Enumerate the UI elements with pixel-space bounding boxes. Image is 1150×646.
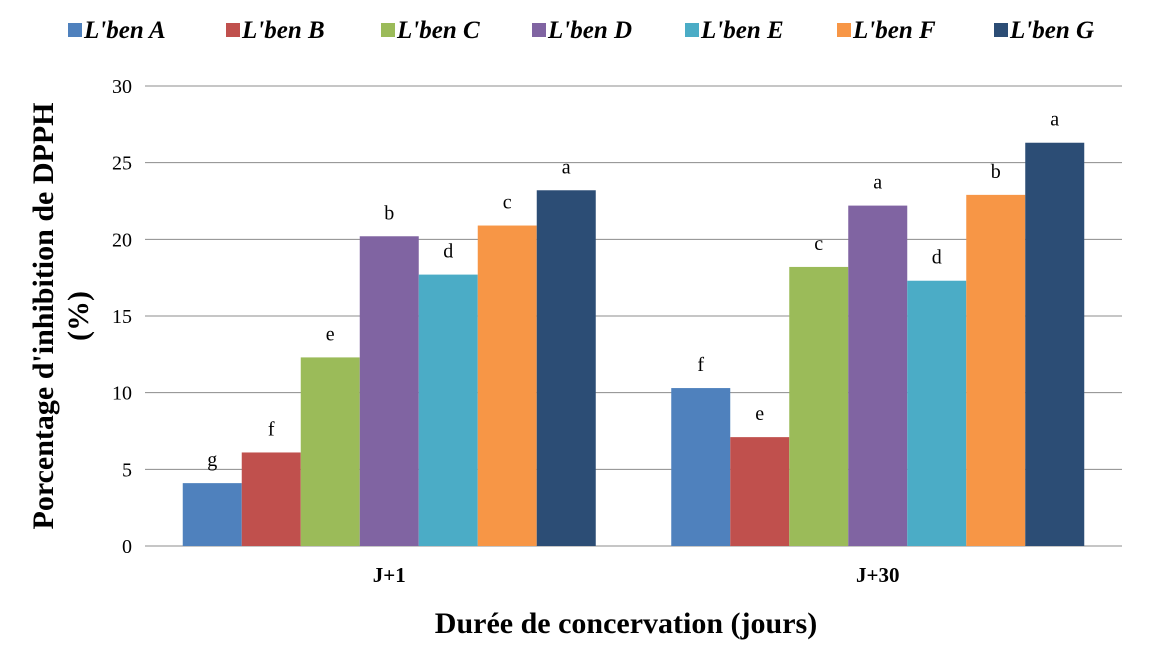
legend-swatch — [226, 23, 240, 37]
bar-lbeng-1 — [536, 190, 596, 546]
legend-label: L'ben F — [852, 17, 936, 44]
legend-label: L'ben E — [700, 17, 784, 44]
data-label: b — [991, 161, 1001, 183]
y-tick-label: 30 — [112, 76, 132, 98]
bar-lbend-2 — [848, 205, 908, 546]
bar-lbend-1 — [359, 236, 419, 546]
legend-item: L'ben E — [685, 17, 784, 44]
data-label: f — [268, 418, 275, 440]
legend-item: L'ben D — [532, 17, 632, 44]
data-label: c — [814, 233, 823, 255]
bar-lbena-1 — [182, 483, 242, 546]
legend-label: L'ben A — [83, 17, 166, 44]
data-label: e — [326, 323, 335, 345]
bar-lbenf-2 — [966, 194, 1026, 546]
x-axis-categories: J+1 J+30 — [373, 563, 900, 587]
legend-item: L'ben G — [994, 17, 1094, 44]
data-label: g — [207, 449, 217, 471]
y-axis-title-line-1: Porcentage d'inhibition de DPPH — [27, 103, 60, 530]
bar-lbenb-1 — [241, 452, 301, 546]
bar-lbenc-2 — [789, 266, 849, 546]
y-axis-title-line-2: (%) — [62, 291, 95, 341]
data-label: a — [873, 172, 882, 194]
bar-lbena-2 — [671, 388, 731, 546]
bar-lbenf-1 — [477, 225, 537, 547]
data-label: a — [1050, 109, 1059, 131]
bar-lbene-1 — [418, 274, 478, 546]
x-category-label: J+30 — [856, 563, 899, 587]
legend-label: L'ben B — [241, 17, 325, 44]
legend-swatch — [68, 23, 82, 37]
bar-lbenb-2 — [730, 437, 790, 546]
legend-item: L'ben B — [226, 17, 325, 44]
bar-lbenc-1 — [300, 357, 360, 546]
y-tick-label: 25 — [112, 153, 132, 175]
data-label: e — [755, 403, 764, 425]
data-label: d — [932, 247, 942, 269]
x-category-label: J+1 — [373, 563, 406, 587]
legend-swatch — [994, 23, 1008, 37]
legend-swatch — [685, 23, 699, 37]
data-label: d — [443, 241, 453, 263]
data-label: c — [503, 192, 512, 214]
bars — [182, 142, 1085, 547]
legend-item: L'ben F — [837, 17, 936, 44]
legend-swatch — [532, 23, 546, 37]
y-tick-label: 20 — [112, 229, 132, 251]
legend-label: L'ben C — [396, 17, 480, 44]
legend-item: L'ben C — [381, 17, 480, 44]
data-label: f — [697, 354, 704, 376]
legend-label: L'ben D — [547, 17, 632, 44]
legend: L'ben A L'ben B L'ben C L'ben D L'ben E L'ben… — [68, 17, 1094, 44]
legend-label: L'ben G — [1009, 17, 1094, 44]
x-axis-title: Durée de concervation (jours) — [435, 607, 817, 640]
legend-swatch — [837, 23, 851, 37]
data-labels: g f e b d c a f e c a d b a — [207, 109, 1059, 471]
y-axis-ticks: 0 5 10 15 20 25 30 — [112, 76, 132, 558]
bar-lbene-2 — [907, 280, 967, 546]
y-tick-label: 5 — [122, 459, 132, 481]
y-tick-label: 15 — [112, 306, 132, 328]
data-label: a — [562, 156, 571, 178]
data-label: b — [384, 202, 394, 224]
y-tick-label: 0 — [122, 536, 132, 558]
legend-item: L'ben A — [68, 17, 166, 44]
bar-lbeng-2 — [1025, 142, 1085, 546]
legend-swatch — [381, 23, 395, 37]
y-tick-label: 10 — [112, 383, 132, 405]
